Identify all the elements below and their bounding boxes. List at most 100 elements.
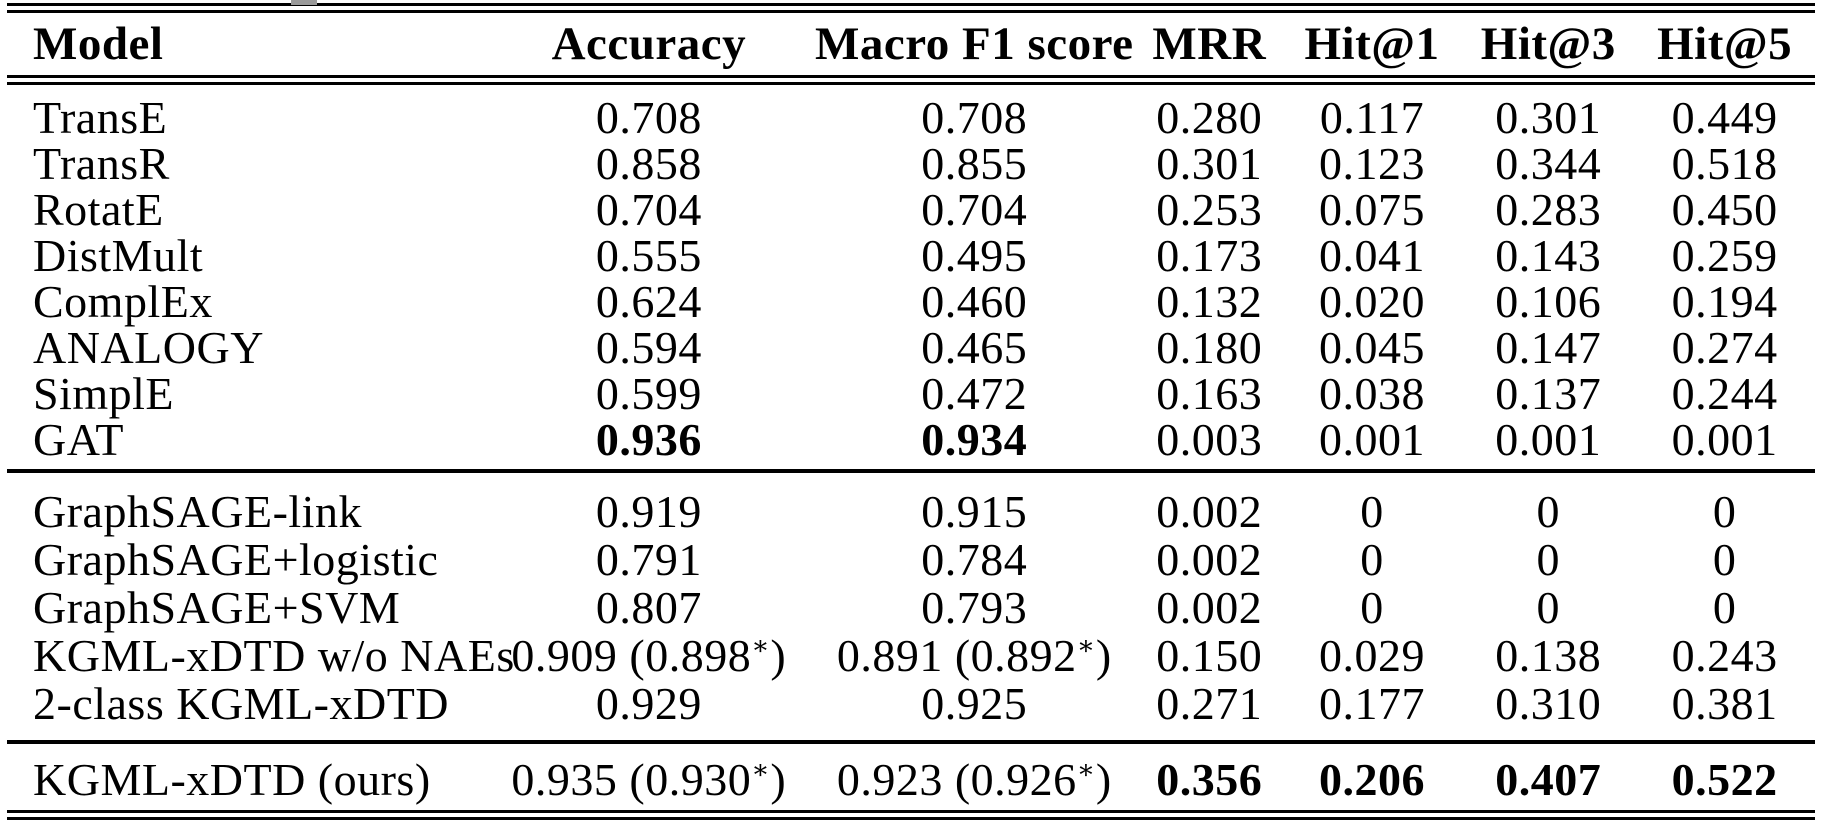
metric-value-cell: 0 — [1360, 582, 1384, 633]
metric-value-cell: 0.381 — [1671, 678, 1778, 729]
metric-value-cell: 0.150 — [1156, 630, 1263, 681]
metric-value-cell: 0.253 — [1156, 184, 1263, 235]
metric-value-cell: 0.137 — [1495, 368, 1602, 419]
metric-value-cell: 0.791 — [595, 534, 702, 585]
metric-value-cell: 0.495 — [921, 230, 1028, 281]
metric-value-cell: 0.002 — [1156, 534, 1263, 585]
section-proposed-model: KGML-xDTD (ours) 0.935 (0.930∗) 0.923 (0.9… — [7, 742, 1815, 815]
metric-value-cell: 0.143 — [1495, 230, 1602, 281]
table-row: RotatE 0.704 0.704 0.253 0.075 0.283 0.450 — [7, 187, 1815, 233]
metric-value-cell: 0.929 — [595, 678, 702, 729]
metric-value-cell: 0.450 — [1671, 184, 1778, 235]
metric-value-cell: 0.407 — [1495, 754, 1602, 805]
column-header-hit-at-5: Hit@5 — [1634, 8, 1815, 85]
metric-value-cell: 0.522 — [1671, 754, 1778, 805]
model-comparison-table: Model Accuracy Macro F1 score MRR Hit@1 … — [7, 3, 1815, 820]
metric-value-cell: 0.923 (0.926∗) — [836, 754, 1112, 805]
table-row: ANALOGY 0.594 0.465 0.180 0.045 0.147 0.274 — [7, 325, 1815, 371]
table-row: DistMult 0.555 0.495 0.173 0.041 0.143 0.259 — [7, 233, 1815, 279]
metric-value-cell: 0.259 — [1671, 230, 1778, 281]
metric-value-cell: 0.001 — [1495, 414, 1602, 465]
table-header: Model Accuracy Macro F1 score MRR Hit@1 … — [7, 8, 1815, 85]
metric-value-cell: 0.271 — [1156, 678, 1263, 729]
superscript-star: ∗ — [1076, 754, 1096, 785]
model-name-cell: TransE — [33, 92, 168, 143]
metric-value-cell: 0.206 — [1319, 754, 1425, 805]
metric-value-cell: 0 — [1360, 534, 1384, 585]
model-name-cell: GAT — [33, 414, 124, 465]
section-kg-embedding-models: TransE 0.708 0.708 0.280 0.117 0.301 0.449 Tran… — [7, 80, 1815, 471]
metric-value-cell: 0.280 — [1156, 92, 1263, 143]
metric-value-cell: 0.301 — [1495, 92, 1602, 143]
metric-value-cell: 0 — [1712, 534, 1737, 585]
metric-value-cell: 0.147 — [1495, 322, 1602, 373]
metric-value-cell: 0 — [1536, 582, 1561, 633]
metric-value-cell: 0.002 — [1156, 582, 1263, 633]
column-header-model: Model — [7, 8, 487, 85]
metric-value-cell: 0.518 — [1671, 138, 1778, 189]
metric-value-cell: 0.001 — [1671, 414, 1778, 465]
metric-value-cell: 0.708 — [921, 92, 1028, 143]
table-row: SimplE 0.599 0.472 0.163 0.038 0.137 0.244 — [7, 371, 1815, 417]
model-name-cell: KGML-xDTD (ours) — [33, 754, 431, 805]
table-row: TransE 0.708 0.708 0.280 0.117 0.301 0.449 — [7, 80, 1815, 141]
table-row: GraphSAGE+SVM 0.807 0.793 0.002 0 0 0 — [7, 584, 1815, 632]
column-header-hit-at-3: Hit@3 — [1462, 8, 1635, 85]
metric-value-cell: 0.001 — [1319, 414, 1425, 465]
metric-value-cell: 0.449 — [1671, 92, 1778, 143]
column-header-mrr: MRR — [1136, 8, 1282, 85]
model-name-cell: DistMult — [33, 230, 204, 281]
metric-value-cell: 0.243 — [1671, 630, 1778, 681]
metric-value-cell: 0.003 — [1156, 414, 1263, 465]
model-name-cell: RotatE — [33, 184, 164, 235]
column-header-macro-f1-score: Macro F1 score — [811, 8, 1137, 85]
metric-value-cell: 0.793 — [921, 582, 1028, 633]
metric-value-cell: 0 — [1536, 534, 1561, 585]
metric-value-cell: 0.472 — [921, 368, 1028, 419]
model-name-cell: GraphSAGE+SVM — [33, 582, 401, 633]
metric-value-cell: 0.029 — [1319, 630, 1425, 681]
column-header-accuracy: Accuracy — [486, 8, 812, 85]
table-row: KGML-xDTD w/o NAEs 0.909 (0.898∗) 0.891 (0… — [7, 632, 1815, 680]
metric-value-cell: 0.274 — [1671, 322, 1778, 373]
metric-value-cell: 0.936 — [595, 414, 702, 465]
metric-value-cell: 0.106 — [1495, 276, 1602, 327]
metric-value-cell: 0.045 — [1319, 322, 1425, 373]
metric-value-cell: 0.138 — [1495, 630, 1602, 681]
model-name-cell: TransR — [33, 138, 170, 189]
metric-value-cell: 0.915 — [921, 486, 1028, 537]
metric-value-cell: 0.460 — [921, 276, 1028, 327]
metric-value-cell: 0.301 — [1156, 138, 1263, 189]
model-name-cell: KGML-xDTD w/o NAEs — [33, 630, 515, 681]
model-name-cell: 2-class KGML-xDTD — [33, 678, 450, 729]
metric-value-cell: 0.909 (0.898∗) — [511, 630, 787, 681]
superscript-star: ∗ — [751, 754, 771, 785]
table-row: ComplEx 0.624 0.460 0.132 0.020 0.106 0.194 — [7, 279, 1815, 325]
model-name-cell: GraphSAGE-link — [33, 486, 362, 537]
metric-value-cell: 0.194 — [1671, 276, 1778, 327]
metric-value-cell: 0.310 — [1495, 678, 1602, 729]
metric-value-cell: 0 — [1536, 486, 1561, 537]
metric-value-cell: 0.163 — [1156, 368, 1263, 419]
metric-value-cell: 0.117 — [1319, 92, 1425, 143]
table-row: GAT 0.936 0.934 0.003 0.001 0.001 0.001 — [7, 417, 1815, 471]
section-graphsage-and-ablations: GraphSAGE-link 0.919 0.915 0.002 0 0 0 GraphSAG… — [7, 471, 1815, 742]
model-name-cell: ComplEx — [33, 276, 213, 327]
metric-value-cell: 0.807 — [595, 582, 702, 633]
metric-value-cell: 0.177 — [1319, 678, 1425, 729]
metric-value-cell: 0.173 — [1156, 230, 1263, 281]
superscript-star: ∗ — [1076, 630, 1096, 661]
metric-value-cell: 0.858 — [595, 138, 702, 189]
table-row: GraphSAGE+logistic 0.791 0.784 0.002 0 0 0 — [7, 536, 1815, 584]
metric-value-cell: 0.594 — [595, 322, 702, 373]
column-header-hit-at-1: Hit@1 — [1281, 8, 1463, 85]
metric-value-cell: 0.935 (0.930∗) — [511, 754, 787, 805]
metric-value-cell: 0.283 — [1495, 184, 1602, 235]
metric-value-cell: 0.180 — [1156, 322, 1263, 373]
metric-value-cell: 0.891 (0.892∗) — [836, 630, 1112, 681]
metric-value-cell: 0.934 — [921, 414, 1028, 465]
metric-value-cell: 0.704 — [921, 184, 1028, 235]
metric-value-cell: 0.041 — [1319, 230, 1425, 281]
metric-value-cell: 0.708 — [595, 92, 702, 143]
